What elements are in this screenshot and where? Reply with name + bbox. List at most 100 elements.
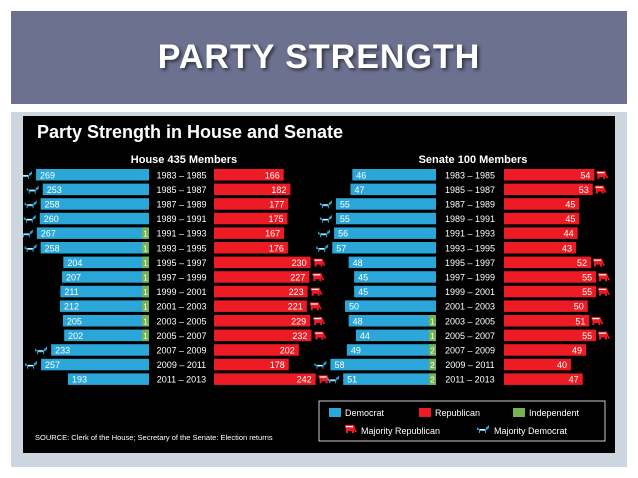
house-democrat-label-2009-2011: 257 bbox=[45, 360, 60, 370]
house-majority-republican-icon-2005-2007-stripe bbox=[315, 332, 323, 334]
chart-container: Party Strength in House and Senate House… bbox=[23, 116, 615, 453]
house-democrat-bar-1987-1989 bbox=[40, 198, 149, 210]
senate-majority-democrat-icon-2009-2011-body bbox=[314, 360, 327, 369]
house-republican-label-1993-1995: 176 bbox=[269, 243, 284, 253]
house-independent-label-2001-2003: 1 bbox=[143, 303, 148, 312]
house-majority-democrat-icon-1987-1989-stripe bbox=[27, 204, 33, 206]
senate-republican-label-1985-1987: 53 bbox=[579, 185, 589, 195]
house-democrat-bar-1991-1993 bbox=[36, 227, 149, 239]
house-majority-republican-icon-2011-2013 bbox=[318, 375, 331, 384]
house-democrat-label-2007-2009: 233 bbox=[55, 345, 70, 355]
house-democrat-bar-1995-1997 bbox=[63, 256, 149, 269]
senate-year-label-1997-1999: 1997 – 1999 bbox=[445, 272, 495, 282]
senate-democrat-label-2009-2011: 58 bbox=[334, 360, 344, 370]
senate-independent-bar-2007-2009 bbox=[429, 344, 436, 356]
legend-label-majority-democrat: Majority Democrat bbox=[494, 426, 568, 436]
senate-republican-label-1991-1993: 44 bbox=[564, 229, 574, 239]
slide-title: PARTY STRENGTH bbox=[157, 38, 481, 76]
senate-democrat-label-1993-1995: 57 bbox=[336, 243, 346, 253]
legend-majority-democrat-icon-body bbox=[477, 425, 489, 433]
house-majority-democrat-icon-2009-2011 bbox=[25, 360, 38, 369]
senate-republican-bar-2011-2013 bbox=[504, 373, 583, 385]
senate-independent-bar-2003-2005 bbox=[429, 315, 436, 327]
senate-republican-bar-1995-1997 bbox=[504, 256, 592, 269]
senate-majority-democrat-icon-1991-1993-body bbox=[318, 229, 331, 238]
legend-majority-democrat-icon bbox=[477, 425, 489, 433]
house-independent-bar-1993-1995 bbox=[142, 242, 149, 254]
senate-majority-democrat-icon-1989-1991-stripe bbox=[322, 219, 328, 220]
senate-year-label-2003-2005: 2003 – 2005 bbox=[445, 316, 495, 326]
senate-democrat-label-1997-1999: 45 bbox=[358, 272, 368, 282]
house-majority-democrat-icon-2009-2011-stripe bbox=[28, 365, 34, 366]
house-democrat-bar-1985-1987 bbox=[42, 183, 149, 196]
senate-year-label-1993-1995: 1993 – 1995 bbox=[445, 243, 495, 253]
senate-year-label-1999-2001: 1999 – 2001 bbox=[445, 287, 495, 297]
senate-democrat-bar-2001-2003 bbox=[345, 300, 436, 312]
senate-year-label-1989-1991: 1989 – 1991 bbox=[445, 214, 495, 224]
senate-year-label-1995-1997: 1995 – 1997 bbox=[445, 258, 495, 268]
house-democrat-label-2011-2013: 193 bbox=[72, 375, 87, 385]
house-democrat-bar-2003-2005 bbox=[62, 315, 149, 327]
party-strength-chart: Party Strength in House and Senate House… bbox=[23, 122, 611, 442]
senate-democrat-label-1991-1993: 56 bbox=[338, 229, 348, 239]
house-majority-democrat-icon-2007-2009-stripe bbox=[38, 350, 44, 352]
senate-majority-republican-icon-2005-2007-stripe bbox=[599, 332, 607, 334]
senate-year-label-2005-2007: 2005 – 2007 bbox=[445, 331, 495, 341]
senate-democrat-label-1989-1991: 55 bbox=[340, 214, 350, 224]
senate-majority-republican-icon-1999-2001-stripe bbox=[599, 288, 607, 290]
senate-majority-republican-icon-2003-2005-stripe bbox=[592, 318, 600, 320]
house-independent-label-1991-1993: 1 bbox=[143, 230, 148, 239]
house-republican-bar-1991-1993 bbox=[214, 227, 285, 239]
house-republican-bar-2009-2011 bbox=[214, 358, 289, 371]
senate-republican-bar-2007-2009 bbox=[504, 344, 587, 356]
house-democrat-bar-2001-2003 bbox=[59, 300, 149, 312]
house-republican-bar-2003-2005 bbox=[214, 315, 311, 327]
house-majority-democrat-icon-1983-1985-stripe bbox=[23, 175, 29, 177]
house-majority-democrat-icon-1983-1985-body bbox=[23, 171, 33, 179]
house-democrat-label-1997-1999: 207 bbox=[66, 272, 81, 282]
house-republican-label-1999-2001: 223 bbox=[289, 287, 304, 297]
house-democrat-bar-2009-2011 bbox=[41, 358, 149, 371]
senate-democrat-label-2003-2005: 48 bbox=[353, 316, 363, 326]
house-independent-bar-2005-2007 bbox=[142, 329, 149, 342]
house-majority-democrat-icon-1991-1993-body bbox=[23, 229, 33, 238]
house-democrat-bar-1999-2001 bbox=[60, 285, 149, 298]
house-republican-bar-1995-1997 bbox=[214, 256, 311, 269]
house-republican-label-1987-1989: 177 bbox=[269, 199, 284, 209]
senate-independent-label-2009-2011: 2 bbox=[430, 361, 435, 370]
senate-democrat-bar-1999-2001 bbox=[354, 285, 436, 298]
house-majority-democrat-icon-1993-1995 bbox=[24, 244, 37, 252]
senate-republican-label-1999-2001: 55 bbox=[582, 287, 592, 297]
house-republican-bar-1983-1985 bbox=[214, 169, 284, 181]
senate-year-label-2009-2011: 2009 – 2011 bbox=[445, 360, 494, 370]
senate-majority-democrat-icon-2011-2013-body bbox=[327, 375, 340, 384]
senate-majority-republican-icon-1997-1999 bbox=[598, 273, 611, 282]
house-year-label-1987-1989: 1987 – 1989 bbox=[156, 199, 206, 209]
house-majority-republican-icon-2001-2003 bbox=[309, 302, 322, 311]
legend-label-independent: Independent bbox=[529, 408, 580, 418]
house-majority-republican-icon-2005-2007 bbox=[314, 331, 327, 340]
senate-year-label-2011-2013: 2011 – 2013 bbox=[445, 375, 494, 385]
senate-independent-label-2003-2005: 1 bbox=[430, 317, 435, 326]
house-republican-bar-2005-2007 bbox=[214, 329, 312, 342]
senate-democrat-bar-1985-1987 bbox=[350, 183, 436, 196]
senate-independent-bar-2009-2011 bbox=[429, 358, 436, 371]
senate-republican-label-1987-1989: 45 bbox=[565, 199, 575, 209]
senate-majority-democrat-icon-1989-1991 bbox=[319, 214, 332, 223]
house-democrat-bar-2011-2013 bbox=[67, 373, 149, 385]
senate-republican-bar-1997-1999 bbox=[504, 271, 597, 283]
senate-democrat-label-1987-1989: 55 bbox=[340, 199, 350, 209]
senate-year-label-2007-2009: 2007 – 2009 bbox=[445, 345, 495, 355]
senate-republican-label-1989-1991: 45 bbox=[565, 214, 575, 224]
house-majority-democrat-icon-1983-1985 bbox=[23, 171, 33, 179]
senate-panel-title: Senate 100 Members bbox=[419, 154, 528, 166]
house-republican-label-1985-1987: 182 bbox=[271, 185, 286, 195]
senate-year-label-1987-1989: 1987 – 1989 bbox=[445, 199, 495, 209]
senate-majority-republican-icon-2003-2005 bbox=[591, 317, 604, 325]
house-independent-bar-1997-1999 bbox=[142, 271, 149, 283]
house-republican-bar-1993-1995 bbox=[214, 242, 288, 254]
house-republican-bar-2011-2013 bbox=[214, 373, 316, 385]
house-majority-democrat-icon-1985-1987-stripe bbox=[29, 189, 35, 191]
senate-republican-label-1993-1995: 43 bbox=[562, 243, 572, 253]
house-majority-republican-icon-1999-2001-stripe bbox=[311, 288, 319, 290]
